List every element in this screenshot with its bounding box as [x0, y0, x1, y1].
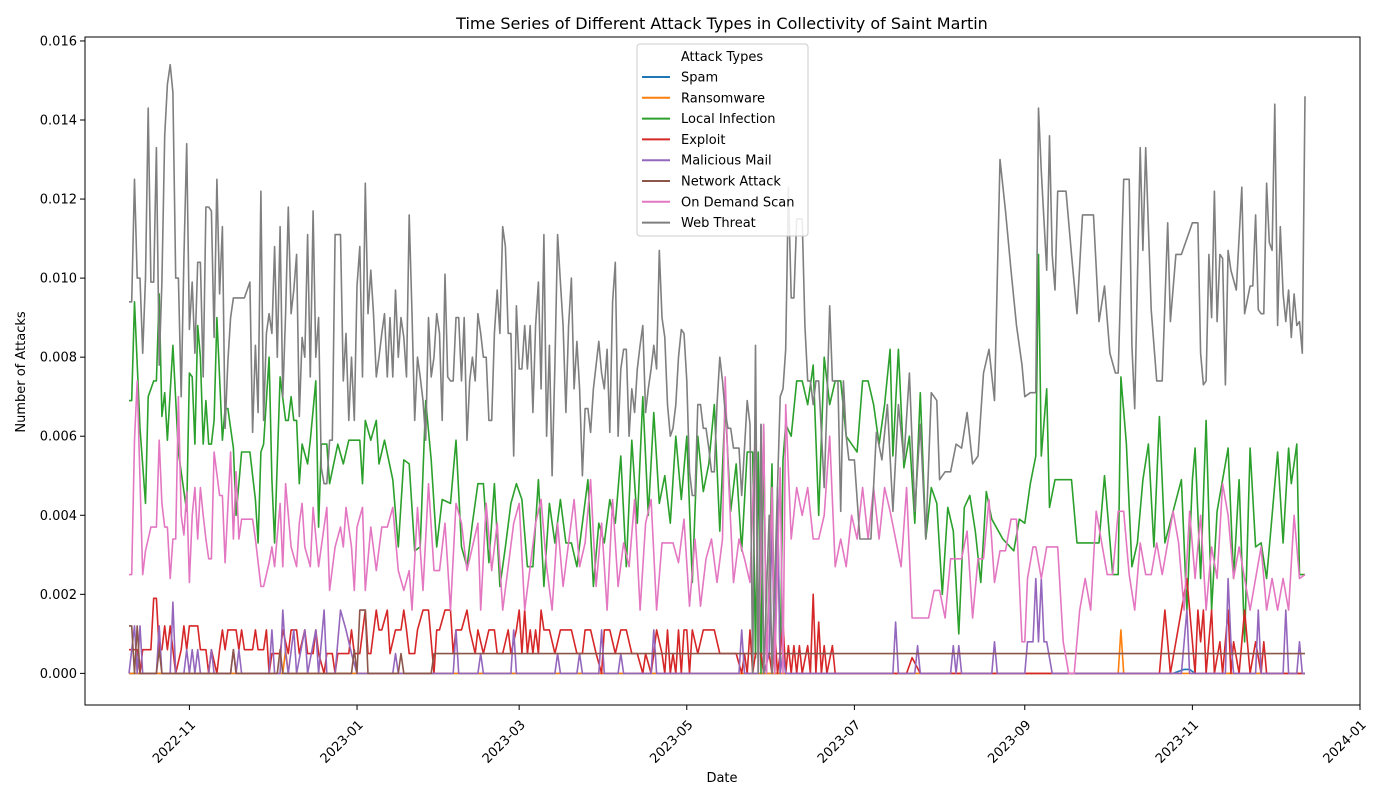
- y-tick-label: 0.006: [40, 430, 77, 445]
- y-tick-label: 0.016: [40, 34, 77, 49]
- y-tick-label: 0.010: [40, 272, 77, 287]
- y-tick-label: 0.008: [40, 351, 77, 366]
- chart-title: Time Series of Different Attack Types in…: [455, 14, 988, 33]
- legend-item: On Demand Scan: [642, 195, 794, 210]
- plot-frame: [84, 36, 1361, 706]
- y-tick-label: 0.012: [40, 193, 77, 208]
- legend-items: Spam Ransomware Local Infection Exploit Mali…: [642, 71, 794, 231]
- plot-area: [84, 36, 1361, 706]
- legend-label: Network Attack: [681, 175, 781, 190]
- series-line-local-infection: [129, 253, 1305, 675]
- legend-title: Attack Types: [681, 50, 763, 65]
- legend-item: Web Threat: [642, 216, 756, 231]
- legend-label: Web Threat: [681, 216, 756, 231]
- legend-label: Local Infection: [681, 112, 776, 127]
- legend-label: Spam: [681, 71, 718, 86]
- series-lines: [128, 63, 1306, 675]
- y-tick-label: 0.000: [40, 667, 77, 682]
- legend-item: Exploit: [642, 133, 725, 148]
- series-line-web-threat: [129, 63, 1306, 675]
- y-axis-label: Number of Attacks: [14, 311, 29, 433]
- series-line-network-attack: [129, 609, 1305, 675]
- series-line-on-demand-scan: [129, 376, 1306, 675]
- series-line-exploit: [129, 577, 1305, 675]
- legend-label: On Demand Scan: [681, 195, 794, 210]
- legend-item: Malicious Mail: [642, 154, 772, 169]
- y-tick-label: 0.014: [40, 114, 77, 129]
- legend-item: Ransomware: [642, 91, 765, 106]
- legend-box: [636, 43, 809, 237]
- y-tick-label: 0.002: [40, 588, 77, 603]
- legend-label: Malicious Mail: [681, 154, 772, 169]
- legend-item: Local Infection: [642, 112, 776, 127]
- x-axis-label: Date: [706, 771, 737, 786]
- legend-label: Ransomware: [681, 91, 765, 106]
- legend: Attack Types Spam Ransomware Local Infecti…: [636, 43, 809, 237]
- y-tick-label: 0.004: [40, 509, 77, 524]
- y-axis: 0.000 0.002 0.004 0.006 0.008 0.010 0.012 0.014…: [40, 34, 85, 682]
- legend-item: Spam: [642, 71, 718, 86]
- legend-label: Exploit: [681, 133, 725, 148]
- legend-item: Network Attack: [642, 175, 781, 190]
